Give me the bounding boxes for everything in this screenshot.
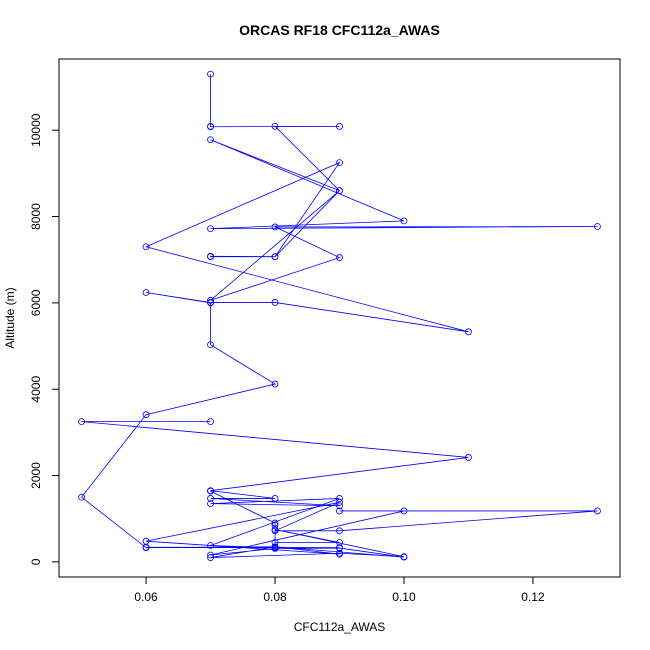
data-point — [207, 299, 214, 307]
data-point — [207, 487, 214, 495]
y-tick-label: 2000 — [29, 462, 43, 489]
x-axis: 0.06 0.08 0.10 0.12 — [134, 576, 545, 604]
data-point — [336, 187, 343, 195]
data-point — [271, 544, 279, 552]
series-2-line — [145, 490, 598, 558]
y-tick-label: 4000 — [29, 376, 43, 403]
data-point — [271, 223, 279, 231]
data-point — [207, 551, 214, 559]
x-tick-label: 0.06 — [134, 590, 158, 604]
data-point — [207, 495, 214, 502]
data-point — [400, 217, 408, 225]
x-axis-label: CFC112a_AWAS — [294, 620, 386, 634]
y-axis: 0 2000 4000 6000 8000 10000 — [29, 113, 60, 565]
data-point — [271, 495, 279, 502]
x-tick-label: 0.08 — [263, 590, 287, 604]
data-point — [207, 252, 214, 260]
data-point — [142, 289, 150, 296]
data-point — [271, 527, 279, 535]
x-tick-label: 0.12 — [521, 590, 545, 604]
data-point — [207, 123, 214, 131]
data-point — [594, 507, 601, 515]
chart-title: ORCAS RF18 CFC112a_AWAS — [239, 22, 440, 38]
data-point — [336, 507, 343, 515]
data-point — [336, 254, 343, 261]
data-point — [271, 519, 279, 527]
data-point — [207, 225, 214, 233]
series-1-line — [81, 74, 598, 549]
y-axis-label: Altitude (m) — [3, 287, 17, 348]
data-point — [142, 243, 150, 251]
data-point — [78, 418, 85, 426]
x-tick-label: 0.10 — [392, 590, 416, 604]
data-point — [142, 537, 150, 545]
data-point — [465, 454, 472, 461]
data-point — [207, 500, 214, 508]
y-tick-label: 10000 — [29, 113, 43, 147]
data-point — [336, 122, 343, 130]
data-point — [336, 495, 343, 502]
data-point — [207, 70, 214, 78]
y-tick-label: 0 — [29, 558, 43, 565]
y-tick-label: 6000 — [29, 289, 43, 316]
data-point — [78, 493, 85, 501]
data-point — [594, 223, 601, 230]
data-point — [336, 527, 343, 535]
data-point — [271, 299, 279, 306]
data-point — [336, 159, 343, 167]
data-point — [207, 296, 214, 304]
data-point — [207, 136, 214, 144]
data-point — [207, 554, 214, 561]
data-point — [400, 553, 408, 561]
data-point — [271, 253, 279, 261]
data-point — [400, 507, 408, 515]
data-point — [207, 341, 214, 349]
data-point — [271, 122, 279, 130]
data-point — [336, 544, 343, 552]
y-tick-label: 8000 — [29, 203, 43, 230]
data-point — [465, 328, 472, 336]
data-point — [207, 418, 214, 426]
data-point — [271, 380, 279, 388]
data-point — [142, 544, 150, 552]
series-layer — [78, 70, 601, 561]
data-point — [336, 502, 343, 510]
data-point — [336, 498, 343, 506]
data-point — [142, 411, 150, 419]
